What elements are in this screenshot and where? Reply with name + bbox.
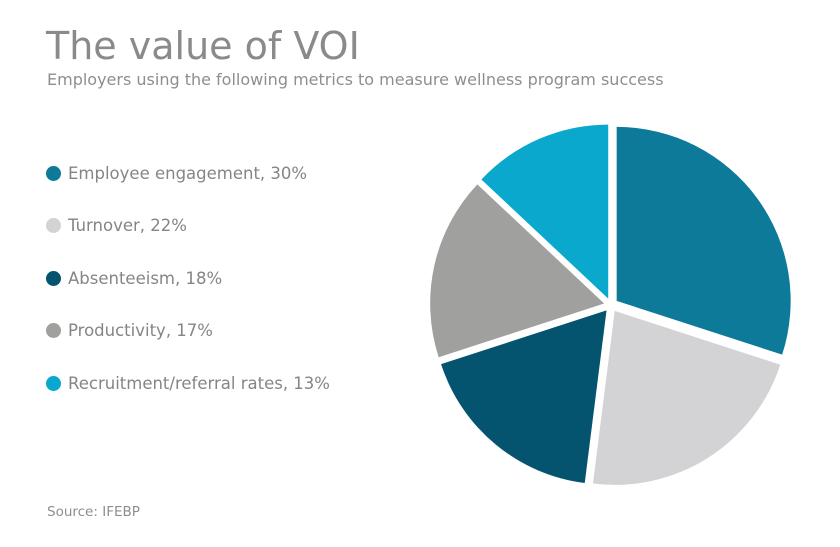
legend-swatch-recruitment-referral-rates bbox=[46, 375, 61, 391]
chart-title: The value of VOI bbox=[46, 24, 360, 68]
chart-legend: Employee engagement, 30% Turnover, 22% A… bbox=[46, 160, 330, 423]
legend-item-recruitment-referral-rates: Recruitment/referral rates, 13% bbox=[46, 370, 330, 396]
pie-slices bbox=[430, 124, 791, 485]
pie-slice-recruitment-referral-rates bbox=[481, 124, 609, 299]
legend-label-employee-engagement: Employee engagement, 30% bbox=[68, 163, 308, 183]
pie-slice-absenteeism bbox=[441, 310, 607, 484]
legend-swatch-employee-engagement bbox=[46, 165, 61, 181]
chart-source: Source: IFEBP bbox=[47, 504, 140, 520]
legend-item-turnover: Turnover, 22% bbox=[46, 213, 330, 239]
legend-swatch-productivity bbox=[46, 323, 61, 338]
chart-subtitle: Employers using the following metrics to… bbox=[47, 70, 664, 89]
pie-slice-productivity bbox=[430, 184, 605, 358]
legend-item-absenteeism: Absenteeism, 18% bbox=[46, 265, 330, 291]
legend-label-absenteeism: Absenteeism, 18% bbox=[68, 268, 223, 288]
legend-item-productivity: Productivity, 17% bbox=[46, 318, 330, 344]
legend-swatch-absenteeism bbox=[46, 270, 61, 286]
legend-item-employee-engagement: Employee engagement, 30% bbox=[46, 160, 330, 186]
legend-label-recruitment-referral-rates: Recruitment/referral rates, 13% bbox=[68, 373, 330, 393]
legend-label-turnover: Turnover, 22% bbox=[68, 216, 187, 235]
legend-swatch-turnover bbox=[46, 218, 61, 233]
pie-slice-turnover bbox=[592, 310, 781, 485]
pie-slice-employee-engagement bbox=[616, 126, 791, 355]
legend-label-productivity: Productivity, 17% bbox=[68, 321, 213, 340]
